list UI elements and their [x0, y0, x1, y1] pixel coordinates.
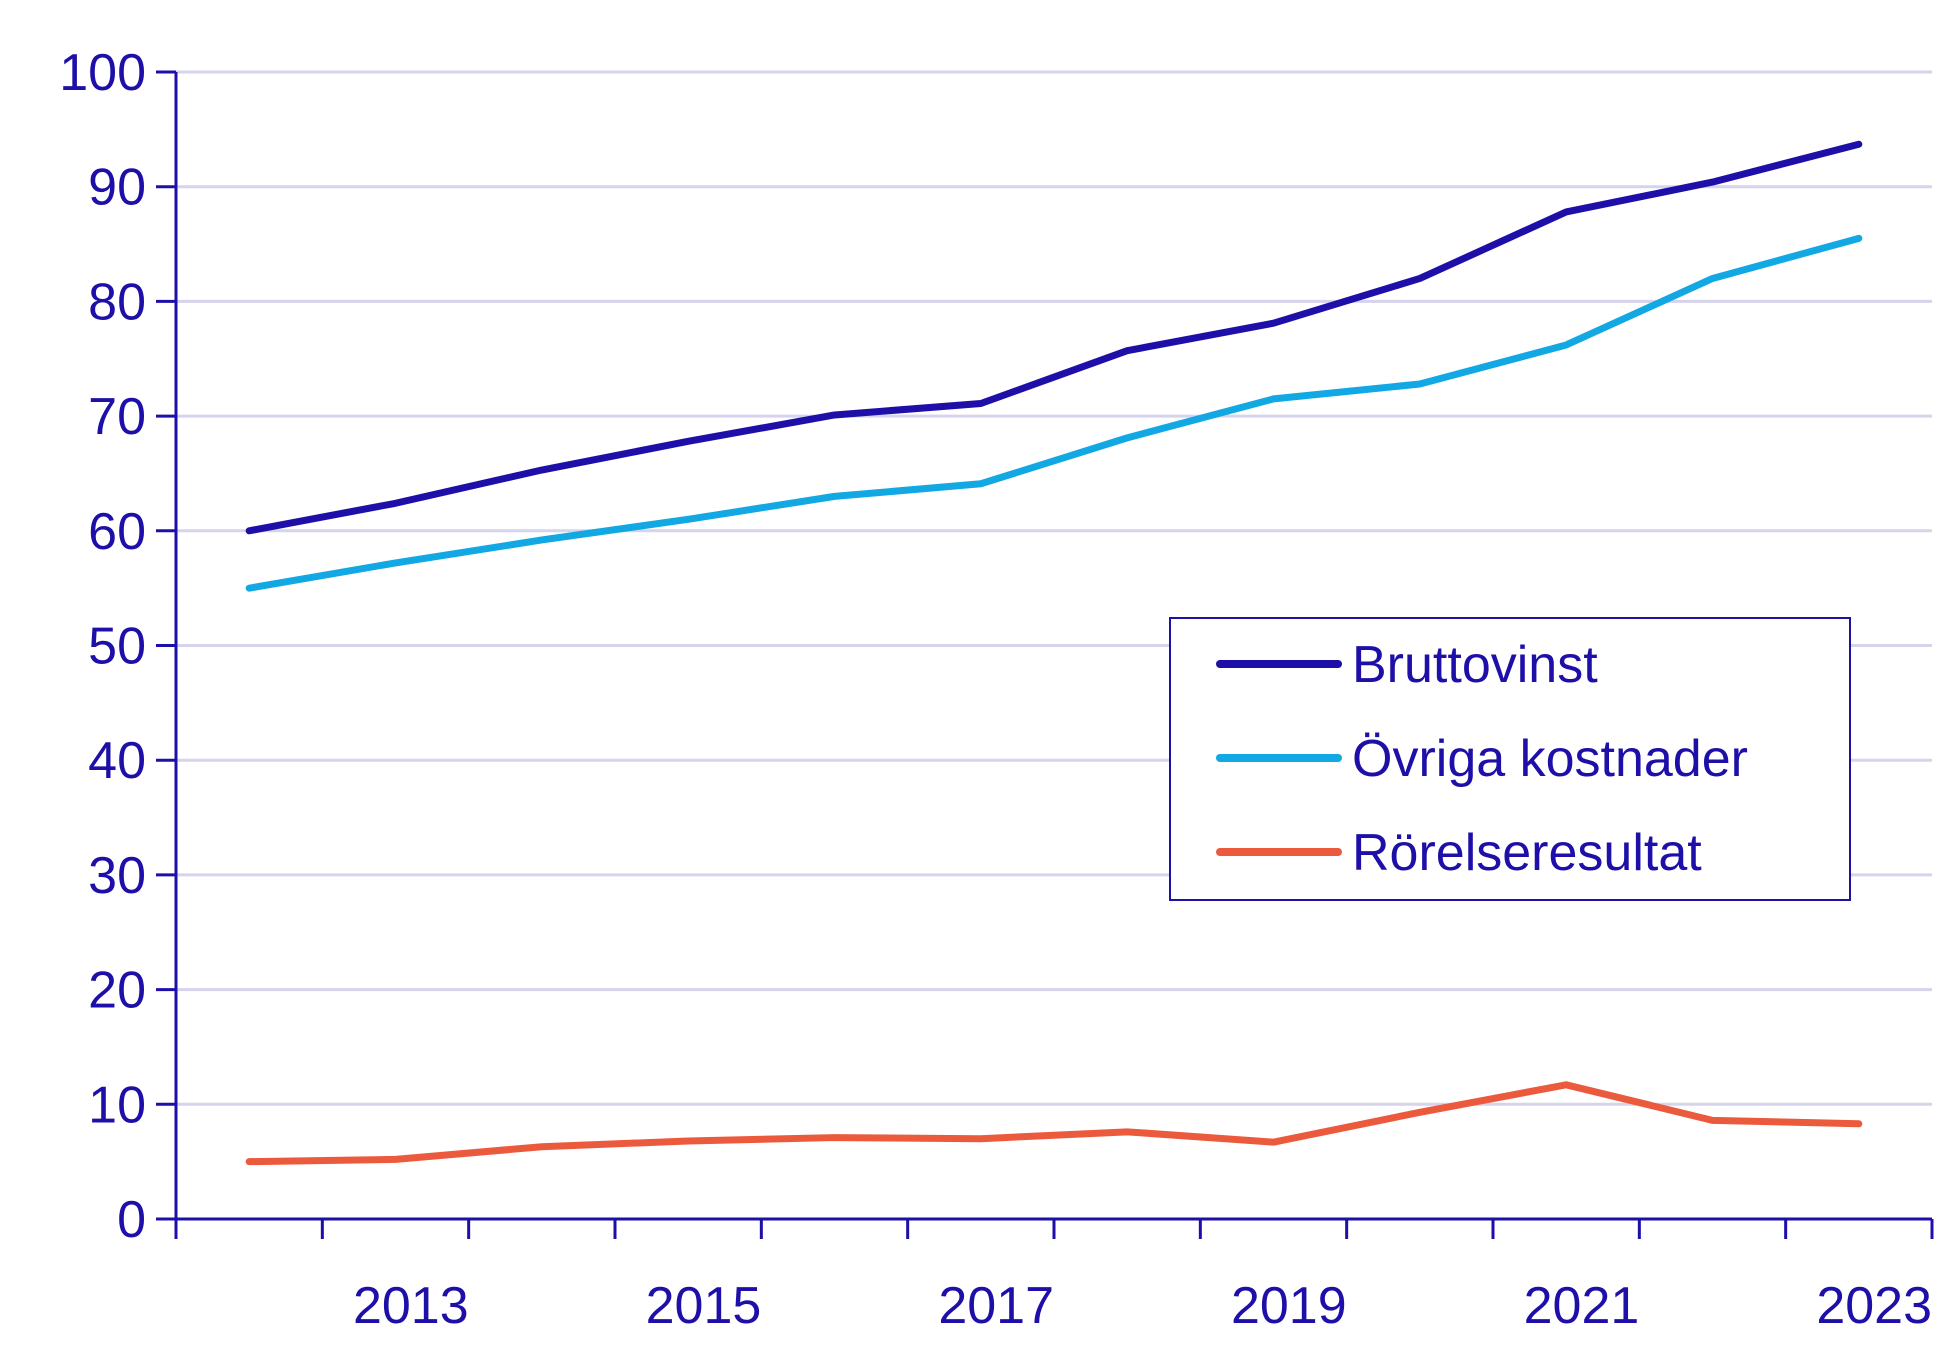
x-tick-label: 2015 — [646, 1277, 762, 1335]
x-tick-label: 2023 — [1816, 1277, 1932, 1335]
legend: Bruttovinst Övriga kostnader Rörelseresult… — [1169, 617, 1851, 901]
y-tick-label: 10 — [88, 1076, 146, 1134]
y-tick-label: 90 — [88, 159, 146, 217]
series-lines — [245, 140, 1863, 1166]
x-tick-label: 2019 — [1231, 1277, 1347, 1335]
y-tick-label: 0 — [117, 1191, 146, 1249]
x-tick-label: 2013 — [353, 1277, 469, 1335]
x-tick-label: 2017 — [938, 1277, 1054, 1335]
x-tick-label: 2021 — [1524, 1277, 1640, 1335]
series-line-2 — [245, 234, 1863, 592]
y-tick-label: 20 — [88, 962, 146, 1020]
series-line-1 — [245, 140, 1863, 535]
y-tick-label: 40 — [88, 732, 146, 790]
y-tick-label: 70 — [88, 388, 146, 446]
y-tick-label: 50 — [88, 618, 146, 676]
legend-label: Bruttovinst — [1352, 636, 1598, 694]
y-tick-label: 80 — [88, 273, 146, 331]
y-tick-label: 60 — [88, 503, 146, 561]
series-line-3 — [245, 1081, 1863, 1166]
y-tick-label: 100 — [59, 44, 146, 102]
legend-label: Rörelseresultat — [1352, 824, 1702, 882]
y-tick-label: 30 — [88, 847, 146, 905]
axes: 0 10 20 30 40 50 60 70 80 90 100 2013 2015 2017 2019 20… — [59, 44, 1934, 1335]
gridlines — [176, 70, 1932, 1106]
legend-label: Övriga kostnader — [1352, 730, 1748, 788]
